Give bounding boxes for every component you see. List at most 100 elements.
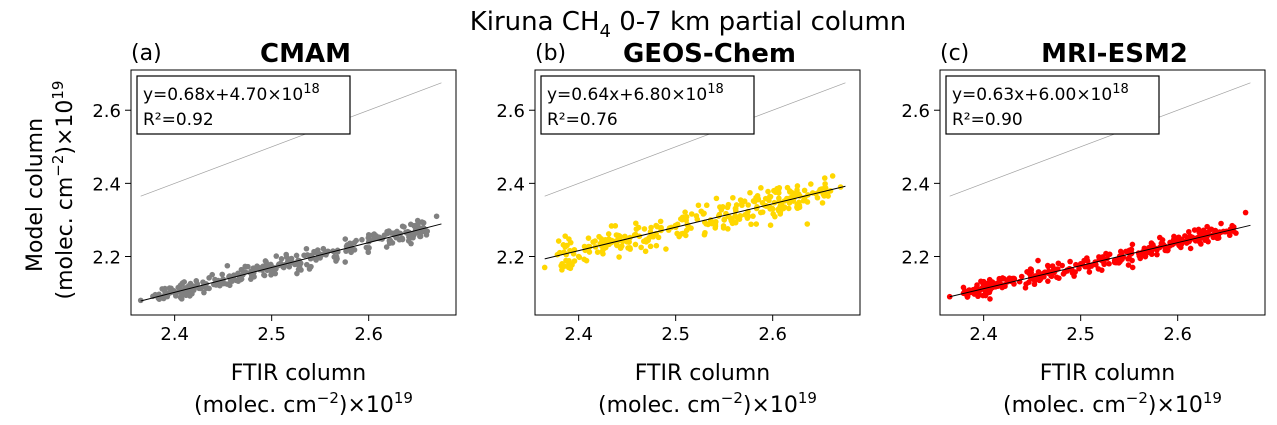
data-point xyxy=(186,282,192,289)
data-point xyxy=(600,246,607,253)
y-axis-label-unit-exp: 19 xyxy=(49,81,67,100)
data-point xyxy=(829,173,836,179)
data-point xyxy=(767,193,773,200)
data-point xyxy=(262,258,269,264)
x-tick-label: 2.4 xyxy=(969,324,998,345)
data-point xyxy=(638,244,644,251)
data-point xyxy=(712,225,719,231)
data-point xyxy=(566,263,572,269)
y-tick-label: 2.4 xyxy=(901,174,930,195)
data-point xyxy=(414,217,421,224)
data-point xyxy=(333,258,339,264)
data-point xyxy=(272,270,279,277)
data-point xyxy=(767,222,774,228)
data-point xyxy=(1113,256,1120,263)
data-point xyxy=(733,202,740,208)
one-to-one-line xyxy=(140,82,442,197)
data-point xyxy=(701,231,708,238)
data-point xyxy=(162,288,168,295)
data-point xyxy=(256,265,263,271)
data-point xyxy=(304,261,310,268)
data-point xyxy=(777,211,784,217)
data-point xyxy=(1055,260,1062,267)
x-axis-label-line1: FTIR column xyxy=(1040,361,1175,386)
data-point xyxy=(1086,269,1093,275)
y-axis-label-unit: (molec. cm xyxy=(53,177,78,300)
data-point xyxy=(606,236,612,242)
x-tick-label: 2.4 xyxy=(160,324,189,345)
data-point xyxy=(1041,273,1047,280)
data-point xyxy=(250,265,257,271)
data-point xyxy=(1031,278,1038,284)
data-point xyxy=(613,232,620,238)
data-point xyxy=(220,280,227,287)
plot-area xyxy=(946,82,1251,302)
y-tick-label: 2.4 xyxy=(496,174,525,195)
data-point xyxy=(721,216,728,223)
y-axis-label-unit-mult: )×10 xyxy=(53,100,78,155)
data-point xyxy=(1178,241,1185,247)
data-point xyxy=(268,272,274,278)
data-point xyxy=(617,245,624,251)
data-point xyxy=(1205,229,1211,236)
data-point xyxy=(342,236,349,242)
data-point xyxy=(1229,222,1235,229)
x-axis-label-line1: FTIR column xyxy=(231,361,366,386)
data-point xyxy=(1101,261,1107,268)
data-point xyxy=(748,221,754,228)
data-point xyxy=(563,257,569,264)
data-point xyxy=(770,211,776,217)
y-tick-label: 2.2 xyxy=(901,247,930,268)
data-point xyxy=(653,222,659,229)
data-point xyxy=(267,261,274,268)
panel-1: (a) CMAM 2.4 2.5 2.6 2.2 2.4 2.6 y=0.68x+4.70×10… xyxy=(92,39,457,418)
data-point xyxy=(739,200,745,207)
data-point xyxy=(820,191,827,198)
data-point xyxy=(626,239,632,245)
data-point xyxy=(975,291,982,297)
data-point xyxy=(1242,209,1249,216)
data-point xyxy=(980,278,987,285)
data-point xyxy=(598,236,605,242)
data-point xyxy=(1129,241,1136,248)
data-point xyxy=(1129,264,1136,271)
data-point xyxy=(342,259,349,265)
data-point xyxy=(612,223,619,229)
plot-area xyxy=(541,82,846,273)
data-point xyxy=(1106,260,1112,267)
data-point xyxy=(177,294,184,301)
data-point xyxy=(747,189,753,196)
data-point xyxy=(293,252,300,259)
data-point xyxy=(1060,271,1067,277)
y-axis-label: Model column (molec. cm−2)×1019 xyxy=(23,81,78,300)
data-point xyxy=(209,271,216,278)
data-point xyxy=(725,201,732,208)
data-point xyxy=(418,229,424,236)
data-point xyxy=(794,204,800,211)
data-point xyxy=(541,264,548,271)
data-point xyxy=(1054,274,1060,281)
plot-frame xyxy=(939,69,1266,316)
panel-title: CMAM xyxy=(260,39,351,69)
figure-title: Kiruna CH4 0-7 km partial column xyxy=(470,7,907,42)
data-point xyxy=(173,293,179,299)
data-point xyxy=(286,264,293,270)
y-axis-label-line2: (molec. cm−2)×1019 xyxy=(49,81,78,300)
data-point xyxy=(627,246,633,252)
data-point xyxy=(701,210,707,217)
plot-frame xyxy=(130,69,457,316)
data-point xyxy=(1084,258,1091,264)
data-point xyxy=(585,235,592,241)
data-point xyxy=(732,213,738,219)
one-to-one-line xyxy=(544,82,846,197)
data-point xyxy=(278,256,285,262)
data-point xyxy=(794,187,800,193)
data-point xyxy=(1045,263,1052,270)
data-point xyxy=(678,230,685,237)
data-point xyxy=(1226,232,1233,239)
data-point xyxy=(1137,255,1144,262)
x-axis-label-line2: (molec. cm−2)×1019 xyxy=(194,389,413,418)
data-point xyxy=(1088,263,1095,269)
data-point xyxy=(964,293,971,300)
data-point xyxy=(633,220,639,227)
